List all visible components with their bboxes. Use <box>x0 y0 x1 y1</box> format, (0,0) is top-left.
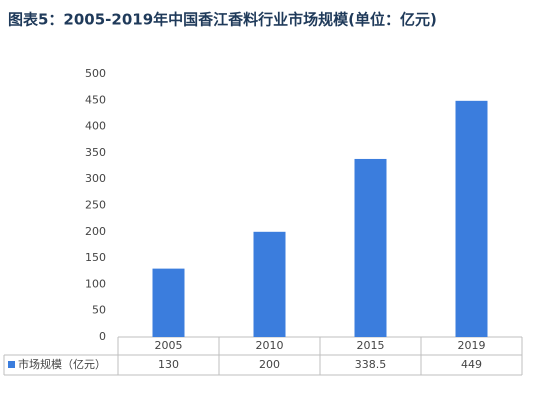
y-tick-label: 500 <box>85 67 106 80</box>
legend-label: 市场规模（亿元） <box>18 357 106 371</box>
y-tick-label: 350 <box>85 146 106 159</box>
y-tick-label: 0 <box>99 330 106 343</box>
bar <box>354 158 387 337</box>
x-tick-label: 2005 <box>155 339 183 352</box>
y-tick-label: 200 <box>85 225 106 238</box>
y-tick-label: 400 <box>85 120 106 133</box>
y-tick-label: 150 <box>85 251 106 264</box>
bar <box>455 100 488 338</box>
y-tick-label: 300 <box>85 172 106 185</box>
y-tick-label: 50 <box>92 304 106 317</box>
y-tick-label: 250 <box>85 199 106 212</box>
x-tick-label: 2019 <box>458 339 486 352</box>
x-tick-label: 2010 <box>256 339 284 352</box>
table-value: 338.5 <box>355 358 387 371</box>
legend-marker <box>8 361 15 368</box>
y-tick-label: 450 <box>85 93 106 106</box>
y-tick-label: 100 <box>85 277 106 290</box>
x-tick-label: 2015 <box>357 339 385 352</box>
bar <box>152 268 185 337</box>
table-value: 130 <box>158 358 179 371</box>
chart-title: 图表5：2005-2019年中国香江香料行业市场规模(单位：亿元) <box>8 11 437 29</box>
bar <box>253 231 286 337</box>
table-value: 200 <box>259 358 280 371</box>
table-value: 449 <box>461 358 482 371</box>
